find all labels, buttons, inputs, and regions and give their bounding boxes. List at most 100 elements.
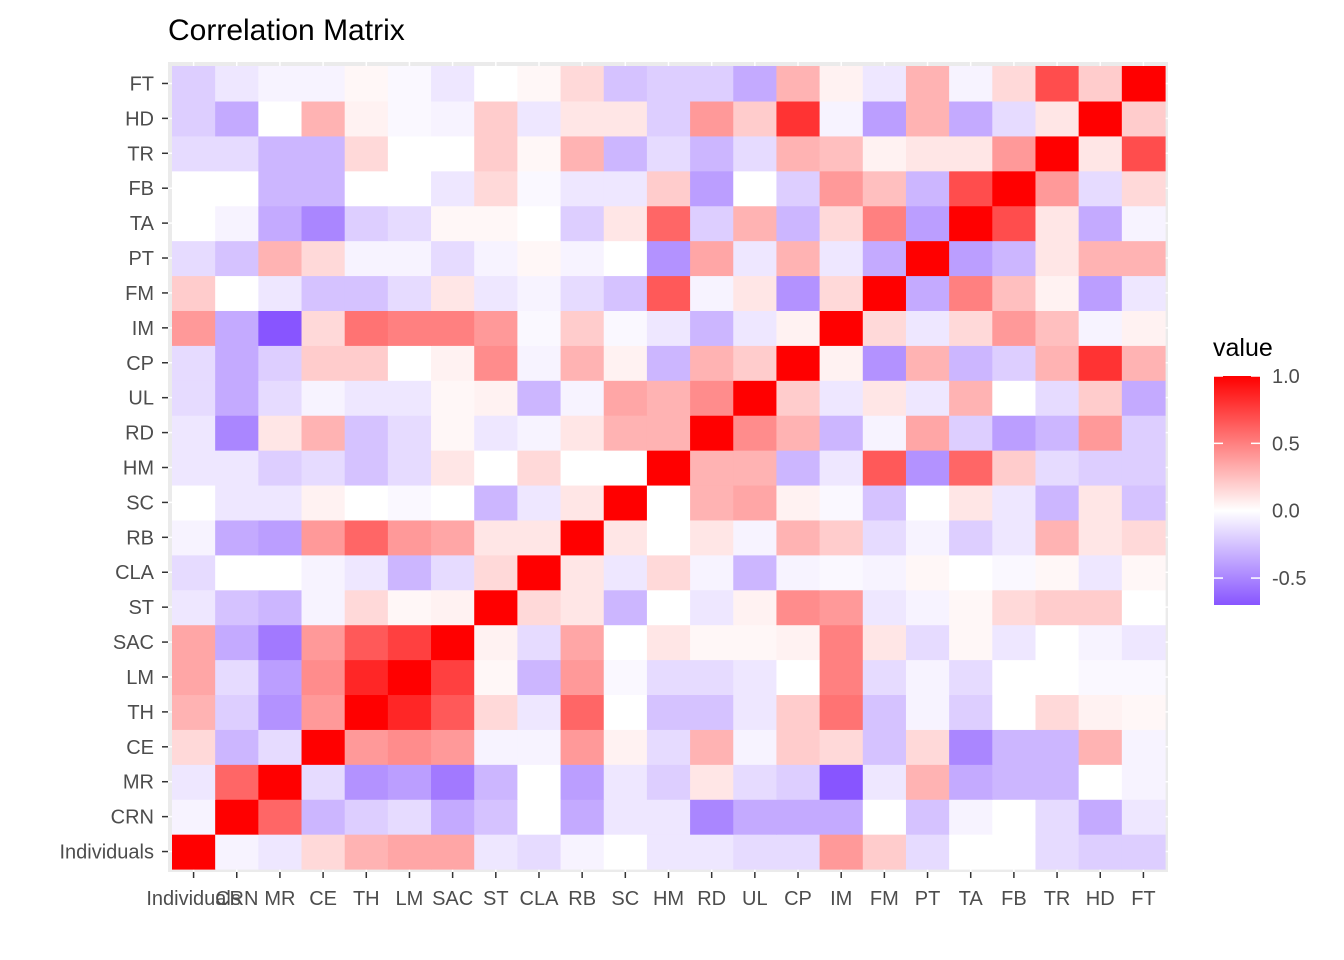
heatmap-cell [172,799,216,835]
heatmap-cell [905,694,950,730]
heatmap-cell [474,484,518,521]
heatmap-cell [474,450,518,486]
heatmap-cell [1121,240,1166,277]
heatmap-cell [1035,240,1080,277]
heatmap-cell [690,519,734,556]
heatmap-cell [776,135,821,172]
heatmap-cell [258,519,303,556]
heatmap-cell [1035,66,1080,102]
heatmap-cell [474,834,518,870]
heatmap-cell [215,519,259,556]
heatmap-cell [1078,240,1123,277]
y-tick-label: MR [123,772,154,794]
heatmap-cell [690,240,734,277]
heatmap-cell [1035,624,1080,661]
heatmap-cell [949,310,993,346]
heatmap-cell [474,694,518,730]
heatmap-cell [1035,310,1080,346]
heatmap-cell [301,345,346,381]
y-tick-label: HD [125,108,154,130]
heatmap-cell [258,310,303,346]
x-tick-label: UL [742,888,768,910]
heatmap-cell [1078,799,1123,835]
x-tick-label: FT [1131,888,1155,910]
heatmap-cell [646,834,691,870]
x-tick-label: RD [697,888,726,910]
heatmap-cell [603,764,648,800]
heatmap-cell [776,275,821,311]
heatmap-cell [258,799,303,835]
heatmap-cell [819,834,864,870]
y-tick-label: CE [126,737,154,759]
heatmap-cell [560,589,605,626]
heatmap-cell [1078,519,1123,556]
heatmap-cell [172,694,216,730]
heatmap-cell [646,764,691,800]
heatmap-cell [862,170,907,207]
heatmap-cell [1121,764,1166,800]
heatmap-cell [776,205,821,242]
heatmap-cell [776,799,821,835]
heatmap-cell [949,694,993,730]
heatmap-cell [603,415,648,451]
heatmap-cell [431,659,475,696]
heatmap-cell [949,554,993,591]
heatmap-cell [1078,310,1123,346]
heatmap-cell [517,589,562,626]
heatmap-cell [1078,170,1123,207]
heatmap-cell [1078,834,1123,870]
heatmap-cell [1035,100,1080,137]
heatmap-cell [1078,380,1123,416]
heatmap-cell [819,380,864,416]
heatmap-cell [862,66,907,102]
heatmap-cell [517,624,562,661]
heatmap-cell [560,345,605,381]
heatmap-cell [862,799,907,835]
heatmap-cell [301,554,346,591]
x-tick-label: MR [264,888,295,910]
heatmap-cell [603,659,648,696]
heatmap-cell [776,519,821,556]
heatmap-cell [172,450,216,486]
heatmap-cell [776,484,821,521]
heatmap-cell [905,834,950,870]
heatmap-cell [905,519,950,556]
heatmap-cell [1121,415,1166,451]
heatmap-cell [992,415,1037,451]
heatmap-cell [733,380,778,416]
heatmap-cell [258,345,303,381]
heatmap-cell [560,764,605,800]
heatmap-cell [517,519,562,556]
heatmap-cell [1035,764,1080,800]
heatmap-cell [387,170,432,207]
heatmap-cell [560,450,605,486]
heatmap-cell [905,205,950,242]
heatmap-cell [733,450,778,486]
heatmap-cell [560,380,605,416]
heatmap-cell [301,624,346,661]
heatmap-cell [560,799,605,835]
y-tick-label: TH [127,702,154,724]
heatmap-cell [431,694,475,730]
heatmap-cell [646,799,691,835]
heatmap-cell [733,310,778,346]
heatmap-cell [862,415,907,451]
heatmap-cell [517,380,562,416]
heatmap-cell [1121,659,1166,696]
heatmap-cell [387,345,432,381]
heatmap-cell [387,380,432,416]
heatmap-cell [992,66,1037,102]
heatmap-cell [215,729,259,765]
heatmap-cell [1121,66,1166,102]
heatmap-cell [517,205,562,242]
heatmap-cell [1121,694,1166,730]
heatmap-cell [1035,589,1080,626]
heatmap-cell [258,170,303,207]
heatmap-cell [1035,345,1080,381]
heatmap-cell [431,484,475,521]
heatmap-cell [258,694,303,730]
heatmap-cell [387,484,432,521]
heatmap-cell [905,729,950,765]
